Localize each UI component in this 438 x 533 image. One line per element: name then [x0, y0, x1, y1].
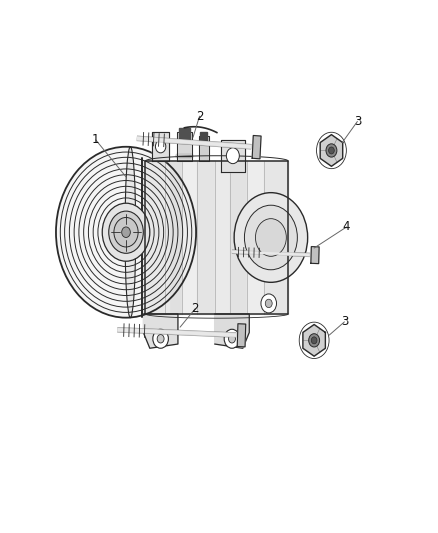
- Circle shape: [244, 205, 297, 270]
- Polygon shape: [145, 161, 288, 314]
- Circle shape: [265, 299, 272, 308]
- Text: 1: 1: [92, 133, 99, 147]
- Polygon shape: [320, 135, 343, 166]
- Circle shape: [309, 334, 320, 347]
- Polygon shape: [152, 132, 169, 161]
- Circle shape: [153, 329, 168, 348]
- Polygon shape: [199, 136, 209, 161]
- Polygon shape: [201, 132, 207, 144]
- Circle shape: [326, 144, 337, 157]
- Circle shape: [328, 147, 334, 154]
- Circle shape: [122, 227, 131, 238]
- Circle shape: [155, 140, 166, 153]
- Polygon shape: [237, 324, 246, 347]
- Circle shape: [311, 337, 317, 344]
- Polygon shape: [221, 140, 245, 172]
- Circle shape: [226, 148, 239, 164]
- Polygon shape: [265, 161, 288, 314]
- Polygon shape: [252, 135, 261, 159]
- Polygon shape: [142, 161, 169, 314]
- Polygon shape: [311, 247, 319, 264]
- Circle shape: [109, 211, 143, 253]
- Polygon shape: [247, 161, 265, 314]
- Polygon shape: [177, 132, 192, 161]
- Text: 3: 3: [354, 115, 361, 128]
- Text: 4: 4: [343, 221, 350, 233]
- Circle shape: [234, 192, 307, 282]
- Circle shape: [102, 203, 150, 261]
- Polygon shape: [143, 314, 178, 348]
- Circle shape: [157, 335, 164, 343]
- Polygon shape: [179, 128, 190, 140]
- Circle shape: [261, 294, 276, 313]
- Polygon shape: [165, 161, 182, 314]
- Circle shape: [255, 219, 286, 256]
- Polygon shape: [303, 325, 325, 356]
- Circle shape: [229, 335, 236, 343]
- Circle shape: [224, 329, 240, 348]
- Circle shape: [56, 147, 196, 318]
- Text: 2: 2: [196, 110, 203, 123]
- Polygon shape: [198, 161, 215, 314]
- Polygon shape: [215, 161, 230, 314]
- Ellipse shape: [125, 147, 136, 318]
- Circle shape: [114, 217, 138, 247]
- Polygon shape: [182, 161, 198, 314]
- Polygon shape: [145, 161, 165, 314]
- Text: 2: 2: [191, 302, 199, 315]
- Polygon shape: [230, 161, 247, 314]
- Text: 3: 3: [341, 316, 348, 328]
- Polygon shape: [215, 314, 249, 348]
